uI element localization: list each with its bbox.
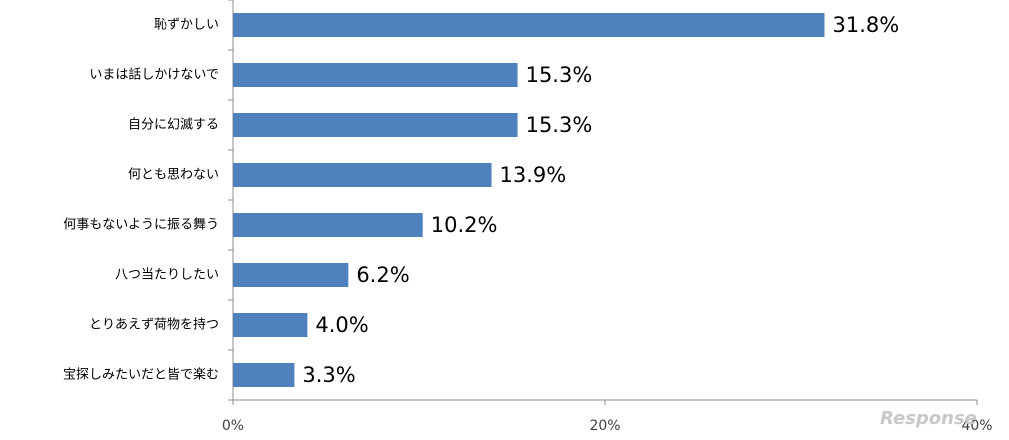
data-label: 15.3% — [526, 113, 593, 137]
bar — [233, 13, 825, 37]
bar — [233, 363, 295, 387]
bar — [233, 113, 518, 137]
x-tick-label: 0% — [222, 418, 244, 434]
category-label: 自分に幻滅する — [128, 118, 219, 133]
value-labels-group: 31.8% 15.3% 15.3% 13.9% 10.2% 6.2% 4.0% 3.3% — [302, 13, 899, 387]
bars-group — [228, 0, 825, 401]
category-label: とりあえず荷物を持つ — [89, 318, 219, 333]
category-label: 恥ずかしい — [154, 18, 219, 33]
data-label: 31.8% — [832, 13, 899, 37]
bar — [233, 163, 492, 187]
data-label: 13.9% — [500, 163, 567, 187]
category-label: 何とも思わない — [128, 167, 219, 183]
x-tick-label: 40% — [961, 418, 992, 434]
category-labels-group: 恥ずかしいいまは話しかけないで自分に幻滅する何とも思わない何事もないように振る舞… — [63, 18, 219, 383]
x-ticks-group: 0% 20% 40% — [222, 400, 993, 434]
bar — [233, 263, 349, 287]
data-label: 10.2% — [431, 213, 498, 237]
bar — [233, 313, 308, 337]
data-label: 3.3% — [302, 363, 355, 387]
watermark-logo: Response — [880, 408, 977, 429]
bar — [233, 63, 518, 87]
category-label: 八つ当たりしたい — [115, 268, 219, 283]
category-label: 宝探しみたいだと皆で楽む — [63, 367, 219, 383]
bar — [233, 213, 423, 237]
data-label: 4.0% — [315, 313, 368, 337]
category-label: いまは話しかけないで — [89, 67, 219, 83]
data-label: 6.2% — [356, 263, 409, 287]
category-label: 何事もないように振る舞う — [63, 217, 219, 233]
data-label: 15.3% — [526, 63, 593, 87]
x-tick-label: 20% — [589, 418, 620, 434]
